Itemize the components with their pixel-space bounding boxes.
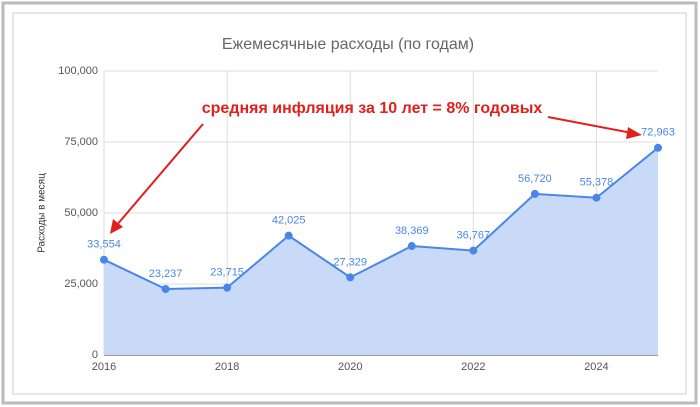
point — [530, 189, 539, 198]
point — [284, 231, 293, 240]
point — [469, 246, 478, 255]
point — [223, 283, 232, 292]
point — [407, 242, 416, 251]
point — [654, 143, 662, 152]
arrow-head — [110, 219, 123, 234]
y-tick-label: 0 — [92, 349, 98, 361]
x-tick-label: 2018 — [215, 361, 239, 373]
value-label: 36,767 — [457, 229, 491, 241]
x-tick-label: 2020 — [338, 361, 362, 373]
value-label: 27,329 — [333, 256, 367, 268]
value-label: 23,237 — [149, 268, 183, 280]
y-tick-label: 50,000 — [64, 207, 98, 219]
area — [104, 147, 658, 355]
point — [100, 255, 108, 264]
plot: 0 25,000 50,000 75,000 100,000 2016 2018 2020 20… — [58, 65, 675, 373]
x-tick-label: 2016 — [92, 361, 116, 373]
y-tick-label: 100,000 — [58, 65, 98, 77]
y-axis-label: Расходы в месяц — [37, 173, 48, 253]
y-tick-label: 75,000 — [64, 136, 98, 148]
arrow-line — [115, 123, 204, 227]
value-label: 72,963 — [641, 127, 675, 139]
value-label: 56,720 — [518, 173, 552, 185]
arrow-head — [626, 127, 642, 139]
y-tick-label: 25,000 — [64, 278, 98, 290]
value-label: 42,025 — [272, 215, 306, 227]
annotation: средняя инфляция за 10 лет = 8% годовых — [202, 100, 543, 117]
point — [592, 193, 601, 202]
line — [103, 147, 659, 291]
value-label: 38,369 — [395, 225, 429, 237]
value-label: 23,715 — [210, 267, 244, 279]
point — [346, 273, 355, 282]
value-label: 33,554 — [87, 239, 121, 251]
value-label: 55,378 — [580, 177, 614, 189]
arrow-line — [547, 116, 633, 134]
chart-title: Ежемесячные расходы (по годам) — [222, 36, 474, 53]
x-tick-label: 2024 — [584, 361, 608, 373]
point — [161, 285, 170, 294]
arrows — [110, 116, 642, 234]
x-tick-label: 2022 — [461, 361, 485, 373]
